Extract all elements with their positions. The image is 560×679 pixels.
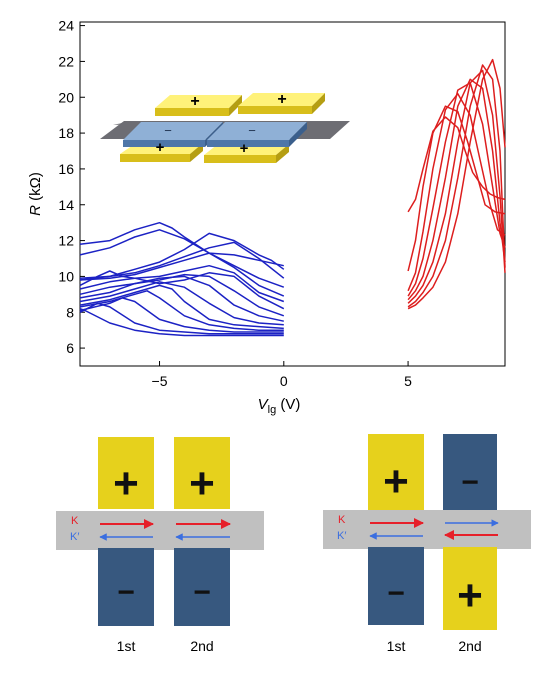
red-series-line xyxy=(407,105,506,272)
inset-gate-right xyxy=(207,122,307,140)
y-tick-label: 22 xyxy=(58,53,74,69)
y-tick-label: 24 xyxy=(58,18,74,34)
blue-series-line xyxy=(79,221,285,288)
x-tick-label: 5 xyxy=(404,373,412,389)
red-series-line xyxy=(407,64,506,308)
top-gate-1 xyxy=(368,434,424,510)
gate-sign: − xyxy=(387,577,405,610)
red-series-line xyxy=(407,78,506,301)
blue-series-line xyxy=(79,281,284,326)
valley-label-kprime: K′ xyxy=(70,531,79,543)
blue-series-line xyxy=(79,229,284,267)
y-tick-label: 12 xyxy=(58,233,74,249)
channel-bar xyxy=(56,511,264,550)
blue-series-line xyxy=(79,290,284,331)
top-gate-2 xyxy=(174,437,230,509)
inset-plus-sign: + xyxy=(156,139,165,156)
top-gate-1 xyxy=(98,437,154,509)
y-axis-ticks: 6 8 10 12 14 16 18 20 22 24 xyxy=(58,18,85,356)
bottom-gate-1 xyxy=(368,547,424,625)
x-tick-label: −5 xyxy=(152,373,168,389)
red-series-line xyxy=(407,69,506,304)
red-series-line xyxy=(407,82,506,297)
inset-contact-back-right xyxy=(238,93,325,106)
y-tick-label: 18 xyxy=(58,125,74,141)
device-inset-illustration: + + − − + + xyxy=(100,91,350,163)
y-tick-label: 14 xyxy=(58,197,74,213)
gate-label-1st: 1st xyxy=(117,638,136,654)
x-tick-label: 0 xyxy=(280,373,288,389)
x-axis-label: Vlg (V) xyxy=(258,396,301,416)
blue-series-line xyxy=(79,273,285,317)
gate-sign: − xyxy=(117,576,135,609)
valley-label-k: K xyxy=(338,514,346,526)
red-series-line xyxy=(407,58,506,310)
x-axis-ticks: −5 0 5 xyxy=(152,361,412,389)
bottom-gate-2 xyxy=(443,547,497,630)
blue-series-line xyxy=(79,232,285,281)
gate-sign: + xyxy=(189,459,215,508)
top-gate-2 xyxy=(443,434,497,510)
y-tick-label: 8 xyxy=(66,304,74,320)
blue-series-line xyxy=(79,275,284,322)
y-axis-label: R (kΩ) xyxy=(27,172,44,216)
red-series-line xyxy=(407,116,506,213)
gate-label-1st: 1st xyxy=(387,638,406,654)
blue-series-line xyxy=(79,264,285,303)
inset-plus-sign: + xyxy=(240,140,249,157)
inset-plus-sign: + xyxy=(277,91,286,108)
blue-series-line xyxy=(79,297,284,333)
red-curves xyxy=(407,58,506,310)
gate-sign: + xyxy=(383,457,409,506)
inset-gate-left xyxy=(123,122,223,140)
y-tick-label: 6 xyxy=(66,340,74,356)
inset-minus-sign: − xyxy=(164,123,172,138)
inset-plus-sign: + xyxy=(190,93,199,110)
gate-sign: − xyxy=(461,466,479,499)
plot-frame xyxy=(79,21,506,367)
gate-sign: + xyxy=(113,459,139,508)
gate-label-2nd: 2nd xyxy=(190,638,213,654)
resistance-plot: 6 8 10 12 14 16 18 20 22 24 −5 0 5 Vlg (V) R (kΩ) xyxy=(27,18,506,416)
schematic-parallel: + + − − K K′ 1st 2nd xyxy=(56,437,264,654)
bottom-gate-2 xyxy=(174,548,230,626)
blue-series-line xyxy=(79,307,284,337)
y-tick-label: 10 xyxy=(58,268,74,284)
y-tick-label: 16 xyxy=(58,161,74,177)
schematic-antiparallel: + − − + K K′ 1st 2nd xyxy=(323,434,531,654)
gate-sign: + xyxy=(457,571,483,620)
gate-sign: − xyxy=(193,576,211,609)
blue-series-line xyxy=(79,284,284,330)
valley-label-kprime: K′ xyxy=(337,530,346,542)
channel-bar xyxy=(323,510,531,549)
valley-label-k: K xyxy=(71,515,79,527)
blue-series-line xyxy=(79,302,284,335)
blue-curves xyxy=(79,221,285,337)
bottom-gate-1 xyxy=(98,548,154,626)
inset-minus-sign: − xyxy=(248,123,256,138)
gate-label-2nd: 2nd xyxy=(458,638,481,654)
inset-contact-back-left xyxy=(155,95,242,108)
red-series-line xyxy=(407,92,506,292)
y-tick-label: 20 xyxy=(58,89,74,105)
blue-series-line xyxy=(79,272,285,310)
blue-series-line xyxy=(79,252,285,297)
